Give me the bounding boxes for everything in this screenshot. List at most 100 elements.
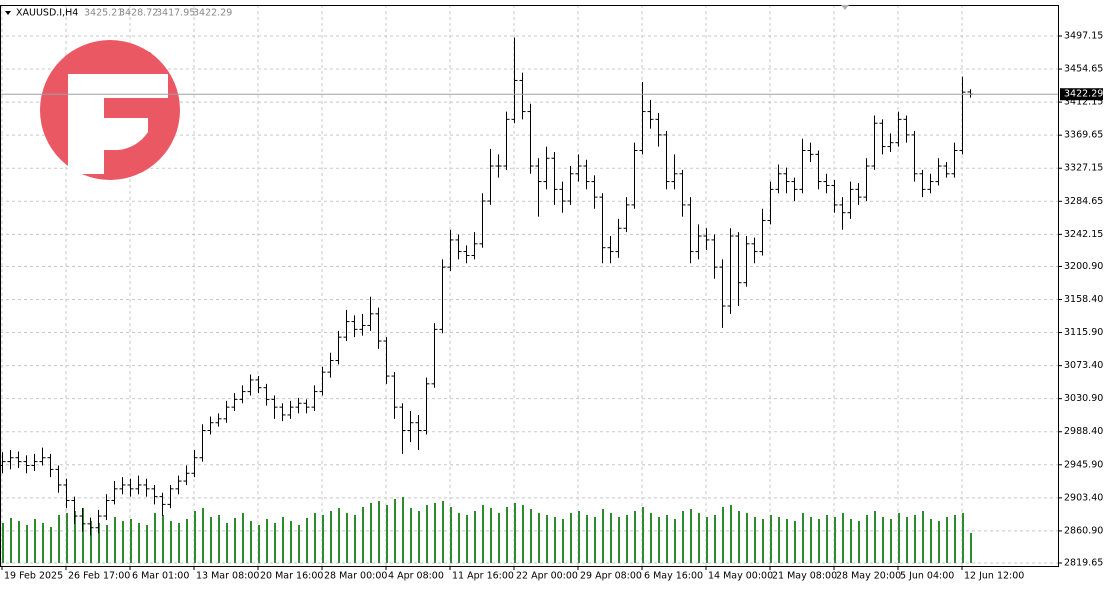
symbol-label: XAUUSD.I,H4 bbox=[16, 8, 78, 19]
volume-bar bbox=[2, 523, 4, 563]
logo-shape bbox=[72, 52, 168, 80]
volume-bar bbox=[666, 515, 668, 563]
volume-bar bbox=[370, 503, 372, 563]
volume-bar bbox=[930, 519, 932, 563]
volume-bar bbox=[178, 523, 180, 563]
volume-bar bbox=[538, 513, 540, 563]
y-tick-label: 3284.65 bbox=[1064, 196, 1103, 207]
volume-bar bbox=[394, 499, 396, 563]
x-tick-label: 13 Mar 08:00 bbox=[196, 571, 259, 582]
price-layer bbox=[0, 37, 1058, 536]
x-tick-label: 12 Jun 12:00 bbox=[964, 571, 1024, 582]
volume-bar bbox=[922, 511, 924, 563]
volume-bar bbox=[250, 521, 252, 563]
volume-bar bbox=[210, 517, 212, 563]
volume-bar bbox=[698, 513, 700, 563]
volume-bar bbox=[186, 519, 188, 563]
y-tick-label: 3454.65 bbox=[1064, 64, 1103, 75]
y-tick-label: 2988.40 bbox=[1064, 426, 1103, 437]
header-close: 3422.29 bbox=[193, 8, 232, 19]
volume-bar bbox=[730, 505, 732, 563]
volume-bar bbox=[858, 521, 860, 563]
x-tick-label: 22 Apr 00:00 bbox=[516, 571, 578, 582]
volume-bar bbox=[522, 505, 524, 563]
volume-bar bbox=[818, 519, 820, 563]
volume-bar bbox=[354, 515, 356, 563]
volume-bar bbox=[506, 507, 508, 563]
shift-marker bbox=[841, 5, 849, 10]
volume-bar bbox=[146, 525, 148, 563]
volume-bar bbox=[362, 507, 364, 563]
volume-bar bbox=[386, 505, 388, 563]
volume-bar bbox=[74, 511, 76, 563]
volume-bar bbox=[194, 511, 196, 563]
logo-stem bbox=[68, 74, 104, 174]
volume-bar bbox=[866, 515, 868, 563]
volume-bar bbox=[442, 501, 444, 563]
volume-bar bbox=[546, 515, 548, 563]
volume-layer bbox=[2, 497, 972, 563]
volume-bar bbox=[154, 513, 156, 563]
volume-bar bbox=[218, 515, 220, 563]
volume-bar bbox=[50, 527, 52, 563]
volume-bar bbox=[290, 521, 292, 563]
volume-bar bbox=[258, 525, 260, 563]
volume-bar bbox=[602, 509, 604, 563]
y-tick-label: 3158.40 bbox=[1064, 294, 1103, 305]
volume-bar bbox=[18, 521, 20, 563]
volume-bar bbox=[594, 517, 596, 563]
volume-bar bbox=[482, 505, 484, 563]
volume-bar bbox=[850, 519, 852, 563]
volume-bar bbox=[66, 513, 68, 563]
volume-bar bbox=[202, 508, 204, 563]
logo bbox=[40, 40, 180, 180]
y-tick-label: 2945.90 bbox=[1064, 459, 1103, 470]
y-tick-label: 3073.40 bbox=[1064, 360, 1103, 371]
volume-bar bbox=[658, 517, 660, 563]
volume-bar bbox=[242, 513, 244, 563]
y-tick-label: 2819.65 bbox=[1064, 558, 1103, 569]
volume-bar bbox=[778, 517, 780, 563]
header-open: 3425.21 bbox=[84, 8, 123, 19]
volume-bar bbox=[746, 513, 748, 563]
volume-bar bbox=[10, 518, 12, 563]
volume-bar bbox=[314, 513, 316, 563]
volume-bar bbox=[890, 519, 892, 563]
volume-bar bbox=[898, 513, 900, 563]
volume-bar bbox=[410, 508, 412, 563]
x-tick-label: 28 May 20:00 bbox=[836, 571, 901, 582]
volume-bar bbox=[274, 523, 276, 563]
volume-bar bbox=[562, 519, 564, 563]
volume-bar bbox=[802, 513, 804, 563]
volume-bar bbox=[162, 515, 164, 563]
volume-bar bbox=[338, 508, 340, 563]
volume-bar bbox=[122, 521, 124, 563]
volume-bar bbox=[266, 519, 268, 563]
volume-bar bbox=[554, 517, 556, 563]
volume-bar bbox=[330, 511, 332, 563]
volume-bar bbox=[874, 511, 876, 563]
volume-bar bbox=[690, 509, 692, 563]
volume-bar bbox=[786, 519, 788, 563]
y-tick-label: 2860.90 bbox=[1064, 525, 1103, 536]
volume-bar bbox=[434, 503, 436, 563]
volume-bar bbox=[322, 515, 324, 563]
volume-bar bbox=[90, 521, 92, 563]
volume-bar bbox=[946, 517, 948, 563]
volume-bar bbox=[626, 515, 628, 563]
volume-bar bbox=[834, 517, 836, 563]
y-tick-label: 3412.15 bbox=[1064, 97, 1103, 108]
volume-bar bbox=[426, 505, 428, 563]
price-label: 3422.29 bbox=[1064, 89, 1103, 100]
x-tick-label: 6 Mar 01:00 bbox=[132, 571, 189, 582]
volume-bar bbox=[114, 517, 116, 563]
price-label-box bbox=[1060, 88, 1103, 101]
header-high: 3428.72 bbox=[119, 8, 158, 19]
volume-bar bbox=[826, 515, 828, 563]
y-tick-label: 2903.40 bbox=[1064, 492, 1103, 503]
volume-bar bbox=[130, 519, 132, 563]
volume-bar bbox=[42, 523, 44, 563]
volume-bar bbox=[514, 503, 516, 563]
x-tick-label: 20 Mar 16:00 bbox=[260, 571, 323, 582]
